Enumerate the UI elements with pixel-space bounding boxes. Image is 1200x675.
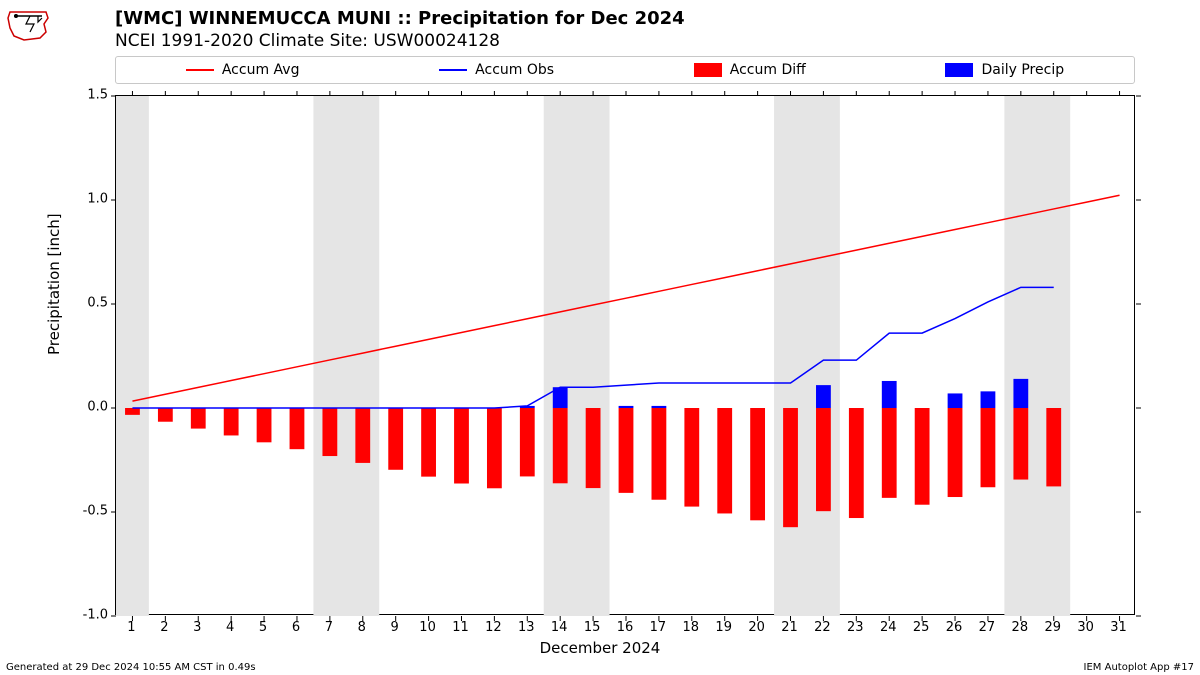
chart-title-2: NCEI 1991-2020 Climate Site: USW00024128 <box>115 31 685 51</box>
xtick-label: 11 <box>452 620 469 635</box>
ytick-label: 0.5 <box>68 296 108 311</box>
footer-appid: IEM Autoplot App #17 <box>1084 662 1194 673</box>
xtick-label: 18 <box>683 620 700 635</box>
xtick-label: 6 <box>292 620 300 635</box>
iem-logo <box>4 4 52 44</box>
legend-accum-diff: Accum Diff <box>694 62 806 78</box>
legend-label: Accum Avg <box>222 62 300 78</box>
xtick-label: 30 <box>1077 620 1094 635</box>
x-axis-label: December 2024 <box>0 639 1200 657</box>
xtick-label: 8 <box>358 620 366 635</box>
xtick-label: 21 <box>781 620 798 635</box>
xtick-label: 23 <box>847 620 864 635</box>
xtick-label: 1 <box>127 620 135 635</box>
legend-label: Accum Diff <box>730 62 806 78</box>
xtick-label: 25 <box>913 620 930 635</box>
legend-label: Accum Obs <box>475 62 554 78</box>
xtick-label: 9 <box>391 620 399 635</box>
xtick-label: 28 <box>1012 620 1029 635</box>
legend-daily-precip: Daily Precip <box>945 62 1064 78</box>
xtick-label: 10 <box>419 620 436 635</box>
xtick-label: 5 <box>259 620 267 635</box>
xtick-label: 20 <box>748 620 765 635</box>
xtick-label: 4 <box>226 620 234 635</box>
xtick-label: 31 <box>1110 620 1127 635</box>
legend: Accum Avg Accum Obs Accum Diff Daily Pre… <box>115 56 1135 84</box>
ytick-label: -0.5 <box>68 504 108 519</box>
xtick-label: 2 <box>160 620 168 635</box>
legend-accum-avg: Accum Avg <box>186 62 300 78</box>
xtick-label: 14 <box>551 620 568 635</box>
xtick-label: 26 <box>946 620 963 635</box>
ytick-label: 1.5 <box>68 88 108 103</box>
xtick-label: 13 <box>518 620 535 635</box>
chart-title-1: [WMC] WINNEMUCCA MUNI :: Precipitation f… <box>115 8 685 29</box>
xtick-label: 29 <box>1044 620 1061 635</box>
xtick-label: 7 <box>325 620 333 635</box>
xtick-label: 22 <box>814 620 831 635</box>
ytick-label: -1.0 <box>68 608 108 623</box>
legend-accum-obs: Accum Obs <box>439 62 554 78</box>
xtick-label: 17 <box>650 620 667 635</box>
plot-area <box>115 95 1135 615</box>
y-axis-label: Precipitation [inch] <box>45 213 63 355</box>
legend-label: Daily Precip <box>981 62 1064 78</box>
ytick-label: 1.0 <box>68 192 108 207</box>
xtick-label: 16 <box>617 620 634 635</box>
footer-generated: Generated at 29 Dec 2024 10:55 AM CST in… <box>6 662 256 673</box>
xtick-label: 19 <box>715 620 732 635</box>
xtick-label: 24 <box>880 620 897 635</box>
xtick-label: 3 <box>193 620 201 635</box>
xtick-label: 27 <box>979 620 996 635</box>
xtick-label: 15 <box>584 620 601 635</box>
xtick-label: 12 <box>485 620 502 635</box>
ytick-label: 0.0 <box>68 400 108 415</box>
